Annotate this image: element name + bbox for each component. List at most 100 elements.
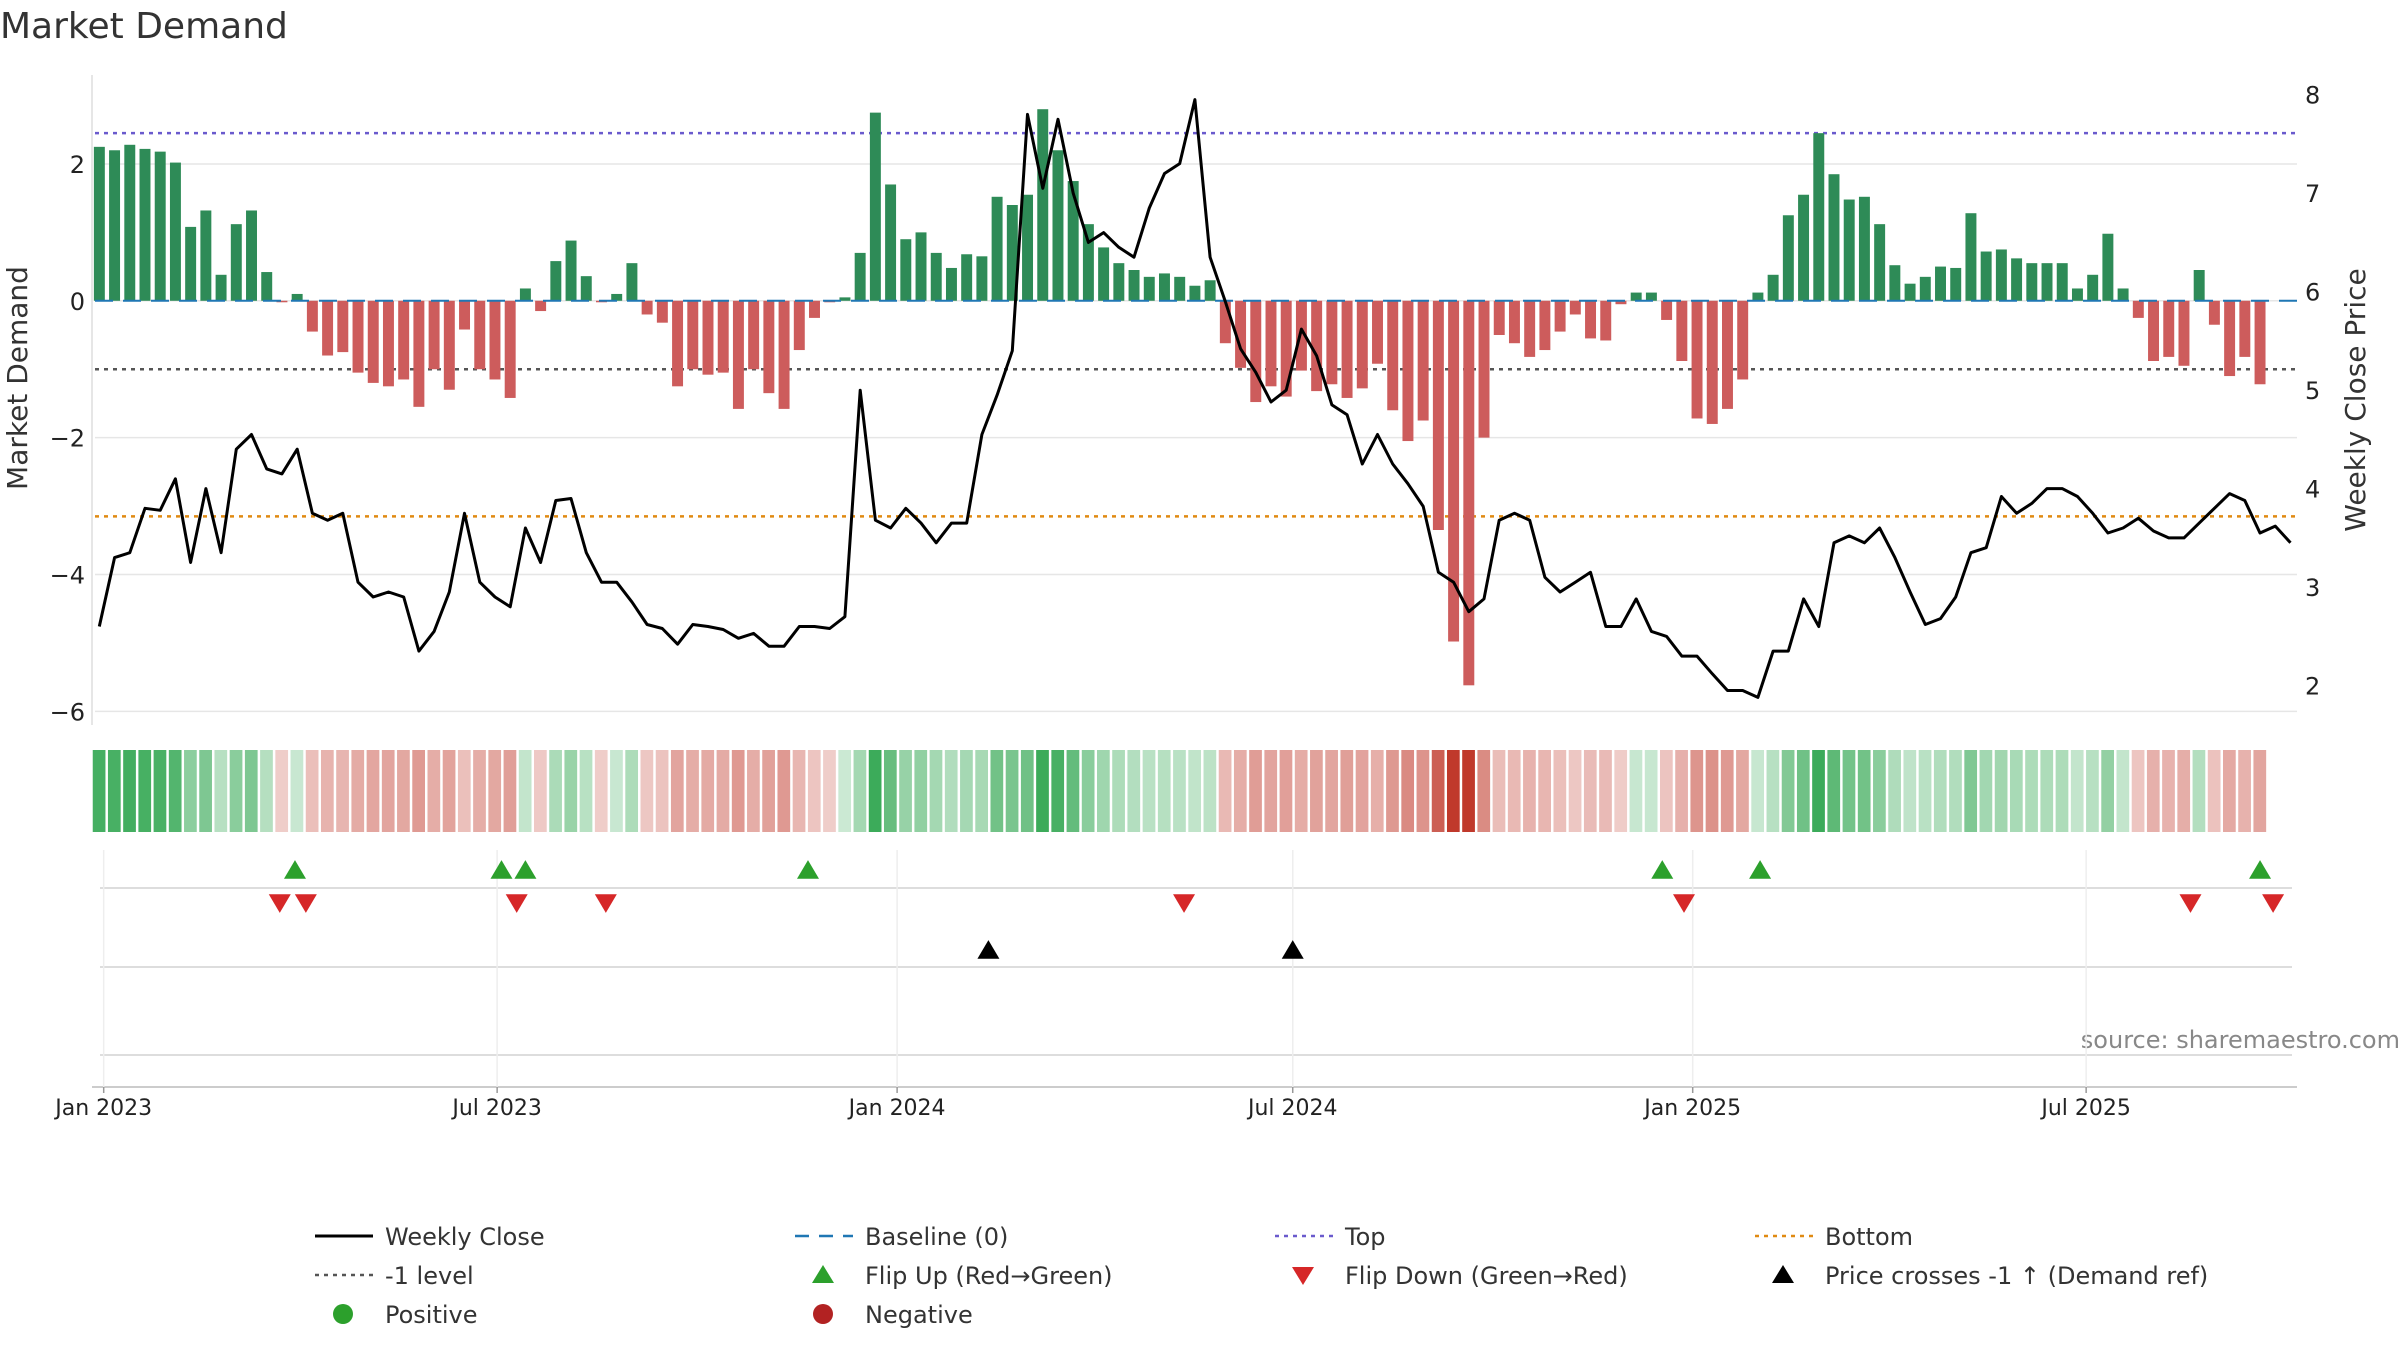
demand-bar xyxy=(2026,263,2038,301)
demand-bar xyxy=(474,300,486,370)
demand-bar xyxy=(1722,300,1733,409)
demand-bar xyxy=(580,276,592,301)
heat-strip-cell xyxy=(1157,750,1171,832)
heat-strip-cell xyxy=(1142,750,1156,832)
legend-label: Price crosses -1 ↑ (Demand ref) xyxy=(1825,1262,2208,1290)
heat-strip-cell xyxy=(1097,750,1110,832)
demand-bar xyxy=(1813,133,1825,301)
demand-bar xyxy=(1691,300,1703,419)
demand-bar xyxy=(291,293,303,301)
heat-strip-cell xyxy=(1979,750,1993,832)
demand-bar xyxy=(900,239,912,301)
demand-bar xyxy=(1067,181,1079,301)
heat-strip-cell xyxy=(1766,750,1780,832)
heat-strip-cell xyxy=(1812,750,1825,832)
demand-bar xyxy=(1965,213,1977,301)
demand-bar xyxy=(930,252,942,301)
heat-strip-cell xyxy=(518,750,532,832)
heat-strip-cell xyxy=(2253,750,2267,832)
heat-strip-cell xyxy=(2162,750,2175,832)
price-cross-marker xyxy=(977,940,1000,959)
demand-bar xyxy=(991,196,1003,301)
demand-bar xyxy=(1082,224,1094,301)
heat-strip-cell xyxy=(1294,750,1308,832)
legend-label: Bottom xyxy=(1825,1223,1913,1251)
legend-item: Flip Down (Green→Red) xyxy=(1292,1262,1628,1290)
heat-strip-cell xyxy=(1112,750,1125,832)
heat-strip-cell xyxy=(214,750,228,832)
demand-bar xyxy=(1113,263,1125,301)
demand-bar xyxy=(565,240,577,301)
heat-strip-cell xyxy=(184,750,197,832)
legend-label: Flip Down (Green→Red) xyxy=(1345,1262,1628,1290)
demand-bar xyxy=(185,226,197,301)
heat-strip-cell xyxy=(1492,750,1506,832)
demand-bar xyxy=(1950,267,1962,301)
heat-strip-cell xyxy=(229,750,243,832)
heat-strip-cell xyxy=(731,750,745,832)
legend-label: Negative xyxy=(865,1301,973,1329)
heat-strip-cell xyxy=(640,750,654,832)
heat-strip-cell xyxy=(1568,750,1582,832)
demand-bar xyxy=(1250,300,1262,403)
heat-strip-cell xyxy=(899,750,912,832)
heat-strip-cell xyxy=(107,750,121,832)
heat-strip-cell xyxy=(1081,750,1095,832)
demand-bar xyxy=(139,148,151,301)
heat-strip-cell xyxy=(1203,750,1217,832)
heat-strip-cell xyxy=(290,750,304,832)
x-tick-label: Jul 2023 xyxy=(450,1096,542,1121)
heat-strip-cell xyxy=(1949,750,1962,832)
demand-bar xyxy=(961,254,973,301)
demand-bar xyxy=(1448,300,1460,642)
y-left-tick-label: −2 xyxy=(50,425,85,453)
heat-strip-cell xyxy=(503,750,517,832)
heat-strip-cell xyxy=(853,750,867,832)
demand-bar xyxy=(1539,300,1551,351)
heat-strip-cell xyxy=(1903,750,1917,832)
heat-strip-cell xyxy=(1127,750,1141,832)
demand-bar xyxy=(413,300,425,407)
demand-bar xyxy=(367,300,379,383)
demand-bar xyxy=(1174,276,1186,301)
flip-up-marker xyxy=(2249,860,2272,879)
heat-strip-cell xyxy=(305,750,319,832)
heat-strip-cell xyxy=(442,750,456,832)
flip-down-marker xyxy=(594,894,617,913)
heat-strip-cell xyxy=(747,750,760,832)
y-left-tick-label: 2 xyxy=(70,151,85,179)
source-credit: source: sharemaestro.com xyxy=(2081,1026,2400,1054)
legend-item: Bottom xyxy=(1755,1223,1913,1251)
legend-label: Flip Up (Red→Green) xyxy=(865,1262,1113,1290)
demand-bar xyxy=(1265,300,1277,387)
demand-bar xyxy=(1524,300,1536,357)
heat-strip-cell xyxy=(2116,750,2130,832)
heat-strip-cell xyxy=(1857,750,1871,832)
demand-bar xyxy=(1478,300,1490,438)
heat-strip-cell xyxy=(1218,750,1232,832)
legend-label: Weekly Close xyxy=(385,1223,545,1251)
y-left-tick-label: −4 xyxy=(50,561,85,589)
flip-down-marker xyxy=(294,894,317,913)
demand-bar xyxy=(1128,270,1140,301)
demand-bar xyxy=(1189,285,1201,301)
heat-strip-cell xyxy=(1446,750,1460,832)
demand-bar xyxy=(809,300,820,318)
heat-strip-cell xyxy=(123,750,136,832)
demand-bar xyxy=(2056,263,2068,301)
demand-bar xyxy=(261,272,273,301)
heat-strip-cell xyxy=(1264,750,1278,832)
heat-strip-cell xyxy=(823,750,836,832)
legend-item: Negative xyxy=(813,1301,973,1329)
demand-bar xyxy=(1919,276,1931,301)
heat-strip-cell xyxy=(1370,750,1384,832)
demand-bar xyxy=(1052,150,1064,301)
heat-strip-cell xyxy=(716,750,730,832)
demand-bar xyxy=(778,300,790,409)
demand-bar xyxy=(641,300,653,315)
heat-strip-cell xyxy=(366,750,380,832)
legend-triangle-down-icon xyxy=(1292,1267,1314,1285)
heat-strip-cell xyxy=(701,750,715,832)
demand-bar xyxy=(687,300,699,370)
heat-strip-cell xyxy=(2131,750,2145,832)
